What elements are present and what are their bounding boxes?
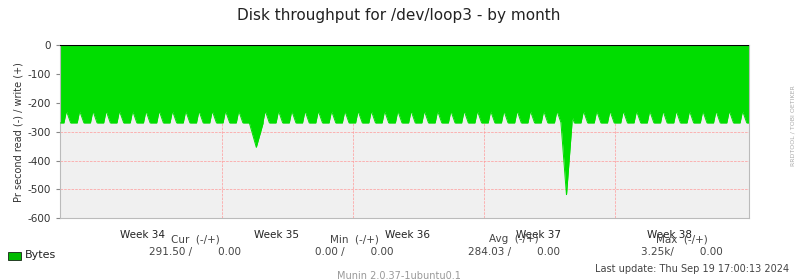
Text: Munin 2.0.37-1ubuntu0.1: Munin 2.0.37-1ubuntu0.1 <box>336 271 461 280</box>
Text: Week 35: Week 35 <box>254 230 300 240</box>
Text: Week 37: Week 37 <box>516 230 561 240</box>
Text: RRDTOOL / TOBI OETIKER: RRDTOOL / TOBI OETIKER <box>791 86 795 166</box>
Text: Cur  (-/+): Cur (-/+) <box>171 234 220 244</box>
Text: 0.00 /        0.00: 0.00 / 0.00 <box>316 247 394 257</box>
Text: Max  (-/+): Max (-/+) <box>656 234 707 244</box>
Text: 3.25k/        0.00: 3.25k/ 0.00 <box>641 247 722 257</box>
Text: 291.50 /        0.00: 291.50 / 0.00 <box>149 247 241 257</box>
Text: 284.03 /        0.00: 284.03 / 0.00 <box>468 247 560 257</box>
Y-axis label: Pr second read (-) / write (+): Pr second read (-) / write (+) <box>14 62 23 202</box>
Text: Avg  (-/+): Avg (-/+) <box>489 234 539 244</box>
Text: Week 34: Week 34 <box>120 230 165 240</box>
Text: Last update: Thu Sep 19 17:00:13 2024: Last update: Thu Sep 19 17:00:13 2024 <box>595 264 789 274</box>
Text: Week 36: Week 36 <box>386 230 430 240</box>
Text: Week 38: Week 38 <box>647 230 693 240</box>
Text: Bytes: Bytes <box>25 250 56 260</box>
Text: Disk throughput for /dev/loop3 - by month: Disk throughput for /dev/loop3 - by mont… <box>237 8 560 24</box>
Text: Min  (-/+): Min (-/+) <box>330 234 379 244</box>
